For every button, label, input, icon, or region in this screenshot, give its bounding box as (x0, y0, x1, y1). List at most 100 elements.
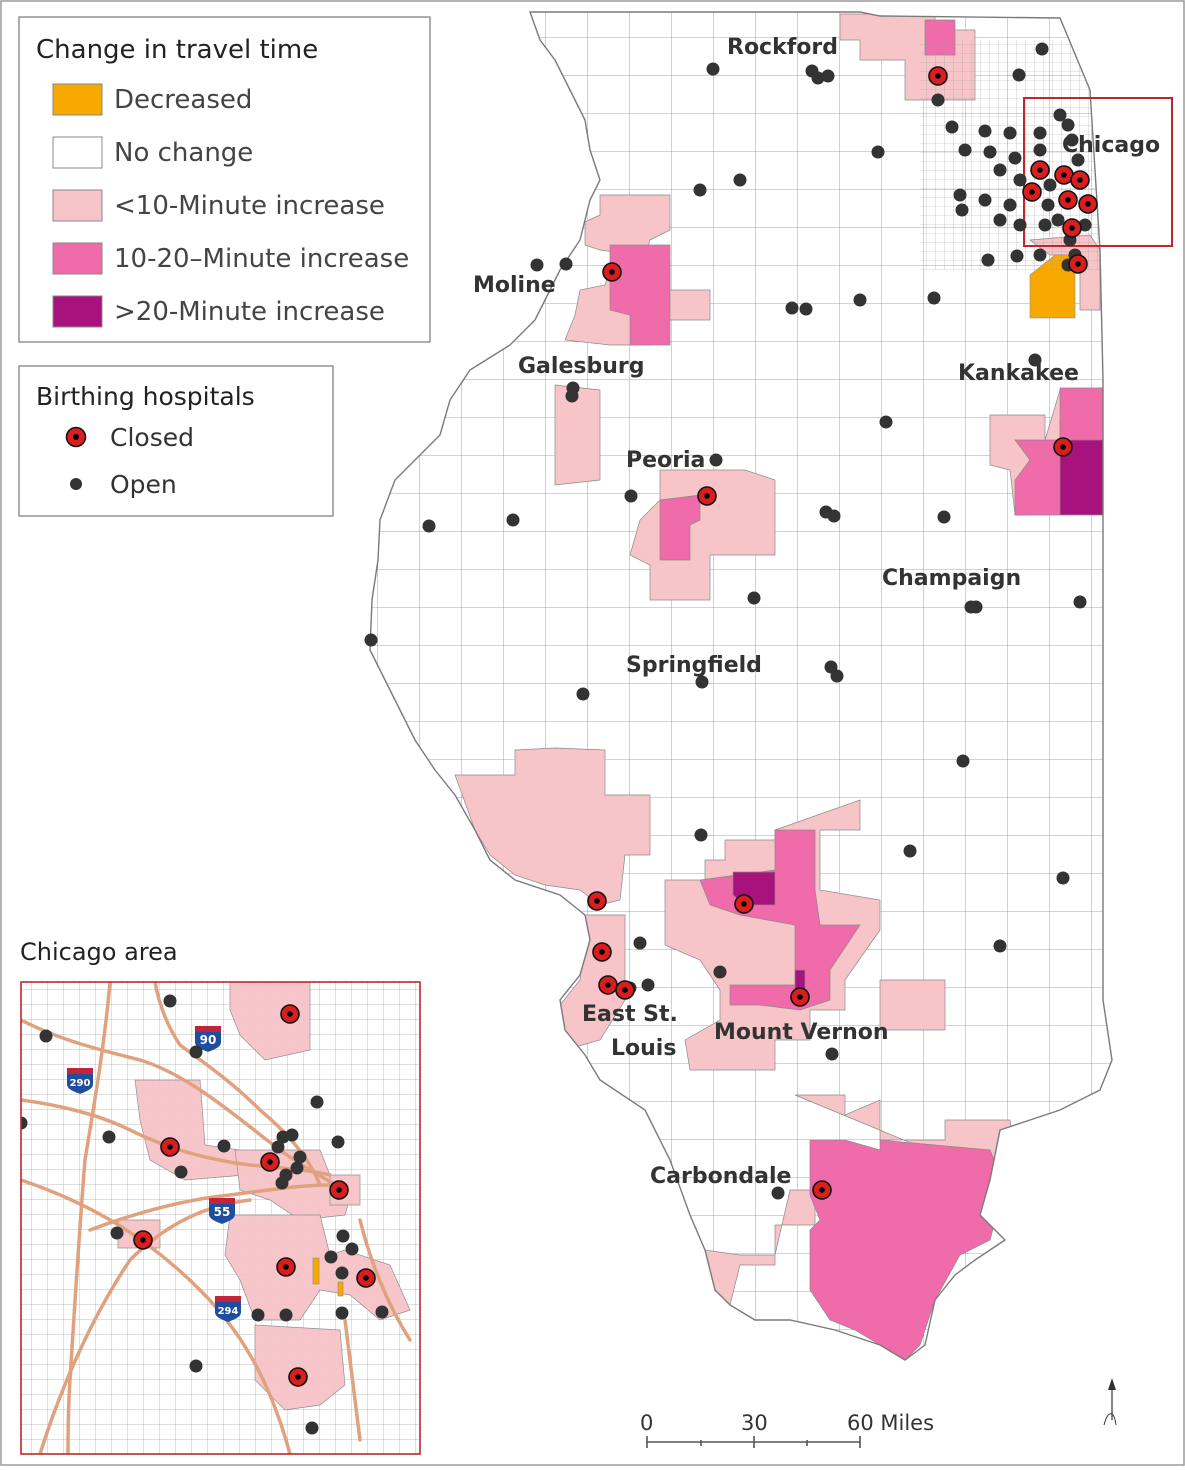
closed-hospital-marker (160, 1137, 180, 1157)
open-hospital-marker (993, 939, 1007, 953)
scale-tick-30: 30 (741, 1411, 768, 1435)
open-hospital-marker (624, 489, 638, 503)
closed-hospital-marker (1078, 194, 1098, 214)
legend-swatch-decreased (52, 83, 103, 116)
open-hospital-marker (981, 253, 995, 267)
open-hospital-marker (375, 1305, 389, 1319)
open-hospital-marker (969, 600, 983, 614)
closed-hospital-marker (288, 1367, 308, 1387)
open-hospital-marker (1003, 126, 1017, 140)
open-hospital-marker (275, 1176, 289, 1190)
interstate-shields: 90 290 55 294 (67, 1026, 241, 1322)
open-hospital-marker (747, 591, 761, 605)
closed-hospital-marker (280, 1004, 300, 1024)
chicago-inset: Chicago area (20, 938, 421, 1455)
open-hospital-marker (811, 71, 825, 85)
city-label-rockford: Rockford (727, 35, 838, 60)
open-hospital-marker (825, 1047, 839, 1061)
open-hospital-marker (1071, 153, 1085, 167)
open-hospital-marker (336, 1229, 350, 1243)
open-hospital-marker (1033, 248, 1047, 262)
illinois-map: Rockford Chicago Moline Galesburg Kankak… (364, 11, 1173, 1361)
open-hospital-marker (771, 1186, 785, 1200)
open-hospital-marker (1028, 353, 1042, 367)
open-hospital-marker (1010, 249, 1024, 263)
open-hospital-marker (422, 519, 436, 533)
open-hospital-marker (709, 453, 723, 467)
interstate-90-shield-icon: 90 (195, 1026, 221, 1052)
closed-hospital-marker (1022, 182, 1042, 202)
city-label-chicago: Chicago (1062, 133, 1160, 158)
open-hospital-marker (978, 124, 992, 138)
open-hospital-marker (978, 193, 992, 207)
open-hospital-marker (1003, 198, 1017, 212)
open-hospital-marker (310, 1095, 324, 1109)
open-hospital-marker (1053, 108, 1067, 122)
open-hospital-marker (285, 1128, 299, 1142)
legend-label-increase-gt20: >20-Minute increase (114, 297, 385, 327)
open-hospital-marker (1043, 178, 1057, 192)
closed-hospital-marker (592, 942, 612, 962)
open-hospital-marker (853, 293, 867, 307)
open-hospital-marker (993, 213, 1007, 227)
city-labels: Rockford Chicago Moline Galesburg Kankak… (473, 35, 1160, 1189)
open-hospital-marker (903, 844, 917, 858)
interstate-294-shield-icon: 294 (215, 1296, 241, 1322)
interstate-label: 55 (214, 1205, 231, 1219)
city-label-mount-vernon: Mount Vernon (714, 1020, 889, 1045)
closed-hospital-marker (1068, 254, 1088, 274)
region-increase-10-20 (609, 19, 1104, 1360)
open-hospital-marker (1051, 213, 1065, 227)
closed-hospital-marker (1054, 165, 1074, 185)
closed-hospital-marker (276, 1257, 296, 1277)
open-hospital-marker (693, 183, 707, 197)
open-hospital-marker (945, 120, 959, 134)
closed-hospital-marker (697, 486, 717, 506)
open-hospital-marker (1038, 218, 1052, 232)
legend-travel-title: Change in travel time (36, 35, 318, 65)
city-label-east-st-louis-1: East St. (582, 1002, 678, 1027)
open-hospital-marker (565, 389, 579, 403)
open-hospital-marker (937, 510, 951, 524)
interstate-label: 90 (200, 1033, 217, 1047)
open-hospital-marker (641, 978, 655, 992)
legend-closed-label: Closed (110, 423, 194, 452)
closed-hospital-marker (812, 1180, 832, 1200)
interstate-290-shield-icon: 290 (67, 1068, 93, 1094)
scale-tick-0: 0 (640, 1411, 653, 1435)
legend-label-increase-lt10: <10-Minute increase (114, 191, 385, 221)
closed-hospitals (587, 66, 1098, 1200)
open-hospital-marker (279, 1308, 293, 1322)
open-hospital-marker (1035, 42, 1049, 56)
open-hospital-marker (1013, 173, 1027, 187)
closed-hospital-marker (260, 1152, 280, 1172)
open-hospital-marker (827, 509, 841, 523)
legend-swatch-increase-lt10 (52, 189, 103, 222)
open-hospital-marker (110, 1226, 124, 1240)
open-hospital-marker (1033, 126, 1047, 140)
open-hospital-marker (733, 173, 747, 187)
city-label-galesburg: Galesburg (518, 354, 644, 379)
open-hospital-marker (324, 1250, 338, 1264)
open-hospital-marker (251, 1308, 265, 1322)
open-hospital-marker (706, 62, 720, 76)
city-label-east-st-louis-2: Louis (611, 1036, 676, 1061)
open-hospital-marker (345, 1242, 359, 1256)
city-label-kankakee: Kankakee (958, 361, 1079, 386)
open-hospital-marker (830, 669, 844, 683)
open-hospital-marker (633, 936, 647, 950)
open-hospital-marker (530, 258, 544, 272)
open-hospital-marker (1008, 151, 1022, 165)
open-hospital-marker (1013, 218, 1027, 232)
open-hospital-marker (993, 163, 1007, 177)
closed-hospital-marker (1070, 170, 1090, 190)
open-hospital-marker (955, 203, 969, 217)
closed-hospital-marker (356, 1268, 376, 1288)
open-hospital-marker (217, 1139, 231, 1153)
legend-hospitals-title: Birthing hospitals (36, 382, 255, 411)
open-hospital-marker (290, 1161, 304, 1175)
open-hospital-marker (189, 1359, 203, 1373)
open-hospital-marker (1056, 871, 1070, 885)
